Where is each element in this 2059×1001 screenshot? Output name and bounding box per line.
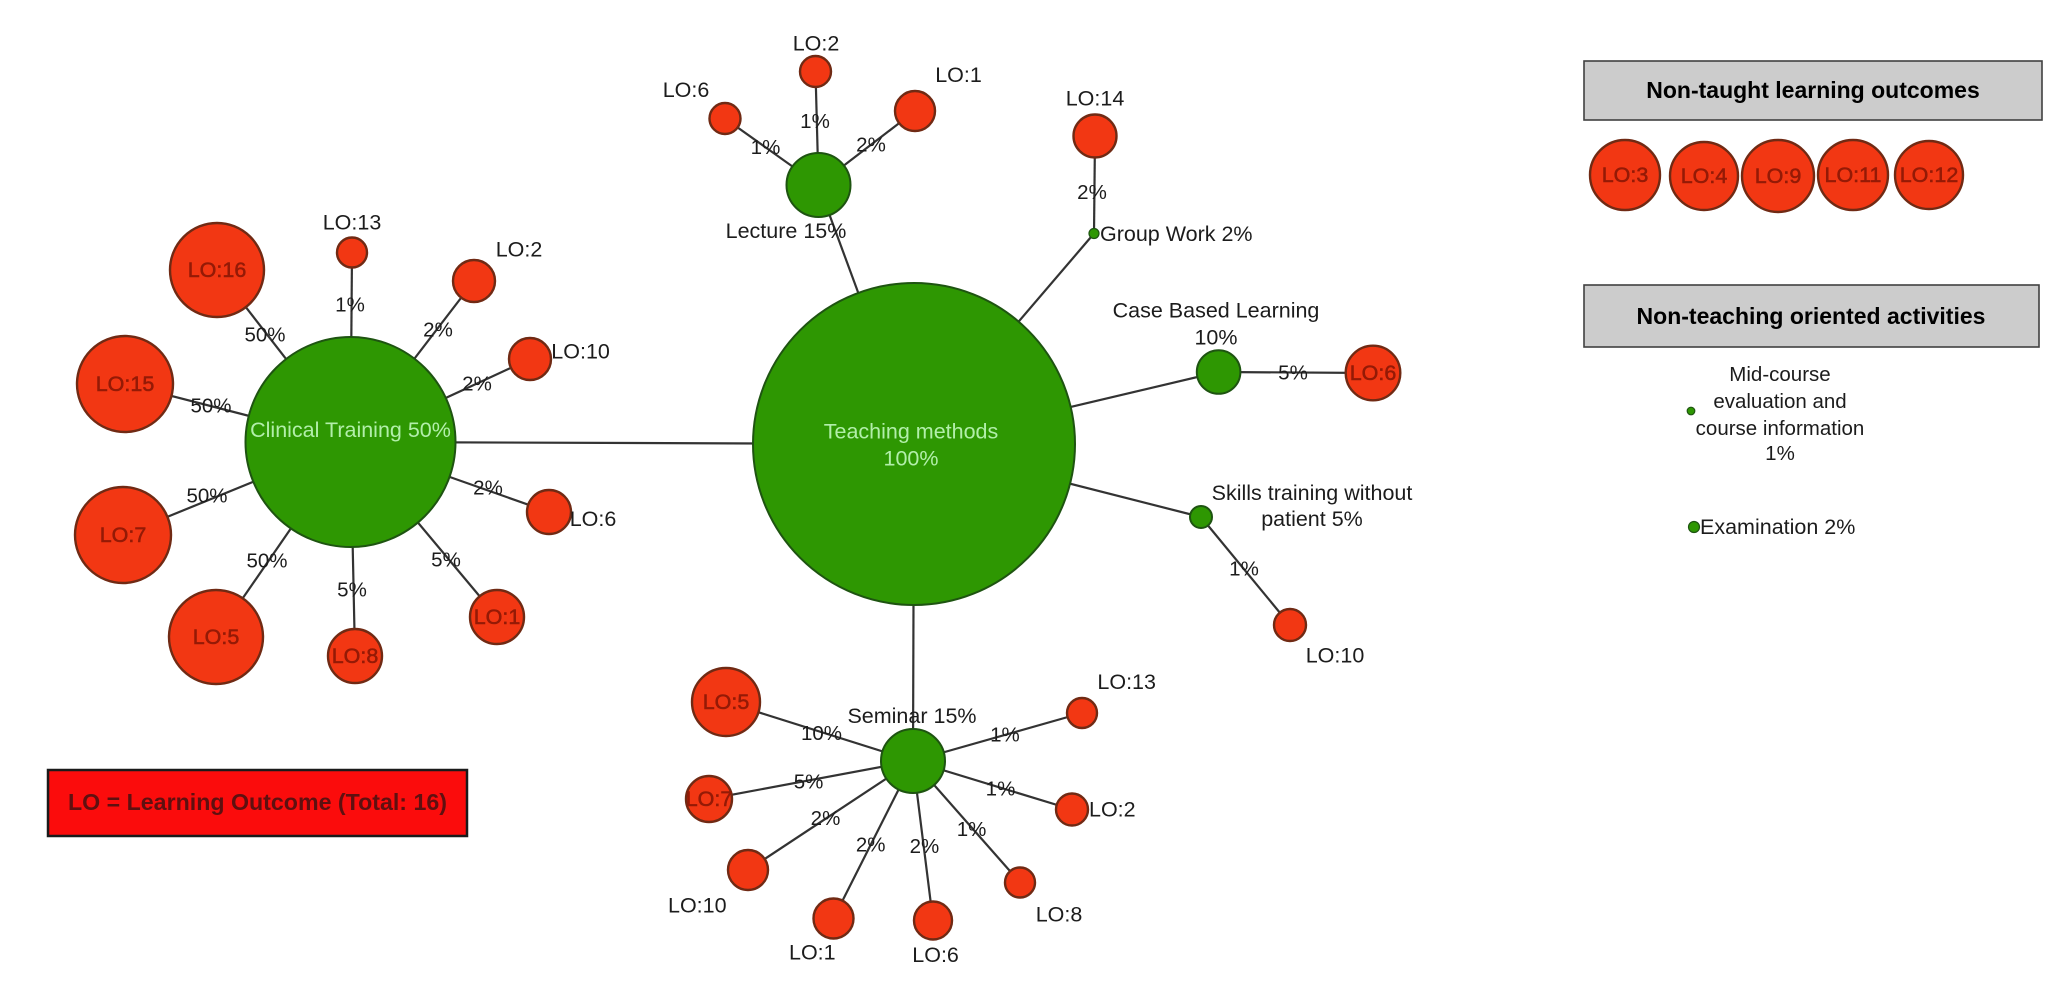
svg-text:10%: 10% <box>801 722 842 745</box>
svg-text:Teaching methods: Teaching methods <box>824 420 999 444</box>
svg-text:5%: 5% <box>431 549 461 572</box>
svg-text:LO:6: LO:6 <box>1350 361 1397 385</box>
svg-text:Non-teaching oriented activiti: Non-teaching oriented activities <box>1637 303 1986 329</box>
svg-text:10%: 10% <box>1194 326 1237 350</box>
svg-text:LO:2: LO:2 <box>1089 798 1136 822</box>
svg-text:2%: 2% <box>811 807 841 830</box>
svg-text:LO:10: LO:10 <box>1306 643 1365 667</box>
svg-text:2%: 2% <box>423 319 453 342</box>
svg-text:2%: 2% <box>1077 181 1107 204</box>
svg-text:1%: 1% <box>800 110 830 133</box>
svg-text:1%: 1% <box>1765 442 1795 465</box>
svg-text:LO:16: LO:16 <box>188 258 247 282</box>
svg-text:LO:15: LO:15 <box>96 372 155 396</box>
svg-text:5%: 5% <box>337 579 367 602</box>
svg-text:Case Based Learning: Case Based Learning <box>1113 299 1320 323</box>
svg-text:2%: 2% <box>856 834 886 857</box>
svg-text:evaluation and: evaluation and <box>1713 390 1846 413</box>
svg-text:Seminar 15%: Seminar 15% <box>847 704 976 728</box>
svg-text:1%: 1% <box>1229 558 1259 581</box>
svg-text:LO:2: LO:2 <box>496 237 543 261</box>
svg-text:Clinical Training 50%: Clinical Training 50% <box>250 418 451 442</box>
svg-text:LO:5: LO:5 <box>193 625 240 649</box>
svg-text:Non-taught learning outcomes: Non-taught learning outcomes <box>1646 77 1980 103</box>
svg-text:LO:12: LO:12 <box>1900 163 1959 187</box>
svg-text:Group Work 2%: Group Work 2% <box>1100 222 1253 246</box>
svg-text:LO:1: LO:1 <box>474 605 521 629</box>
svg-text:LO:6: LO:6 <box>663 78 710 102</box>
svg-text:LO:4: LO:4 <box>1681 164 1728 188</box>
svg-text:LO:6: LO:6 <box>570 507 617 531</box>
svg-text:LO:9: LO:9 <box>1755 164 1802 188</box>
svg-text:LO:5: LO:5 <box>703 690 750 714</box>
svg-text:1%: 1% <box>335 294 365 317</box>
svg-text:2%: 2% <box>856 134 886 157</box>
svg-text:Examination 2%: Examination 2% <box>1700 515 1855 539</box>
svg-text:1%: 1% <box>751 136 781 159</box>
svg-text:2%: 2% <box>473 477 503 500</box>
svg-text:LO:7: LO:7 <box>100 523 147 547</box>
svg-text:50%: 50% <box>244 324 285 347</box>
svg-text:1%: 1% <box>990 724 1020 747</box>
svg-text:50%: 50% <box>246 550 287 573</box>
svg-text:Mid-course: Mid-course <box>1729 363 1830 386</box>
svg-text:LO:13: LO:13 <box>1097 670 1156 694</box>
svg-text:Skills training without: Skills training without <box>1212 481 1413 505</box>
svg-text:LO:1: LO:1 <box>935 63 982 87</box>
svg-text:LO:8: LO:8 <box>332 644 379 668</box>
svg-text:2%: 2% <box>462 373 492 396</box>
svg-text:50%: 50% <box>190 395 231 418</box>
svg-text:5%: 5% <box>794 771 824 794</box>
svg-text:LO:10: LO:10 <box>668 894 727 918</box>
svg-text:LO:3: LO:3 <box>1602 163 1649 187</box>
svg-text:LO = Learning Outcome (Total:: LO = Learning Outcome (Total: 16) <box>68 789 447 815</box>
svg-text:course information: course information <box>1696 417 1865 440</box>
svg-text:patient 5%: patient 5% <box>1261 507 1363 531</box>
svg-text:1%: 1% <box>957 818 987 841</box>
svg-text:LO:11: LO:11 <box>1825 163 1882 187</box>
svg-text:LO:1: LO:1 <box>789 940 836 964</box>
svg-text:5%: 5% <box>1278 362 1308 385</box>
svg-text:Lecture 15%: Lecture 15% <box>726 219 847 243</box>
svg-text:2%: 2% <box>910 835 940 858</box>
svg-text:LO:10: LO:10 <box>551 339 610 363</box>
svg-text:50%: 50% <box>186 485 227 508</box>
svg-text:LO:13: LO:13 <box>323 211 382 235</box>
svg-text:LO:14: LO:14 <box>1066 87 1125 111</box>
svg-text:LO:8: LO:8 <box>1036 902 1083 926</box>
svg-text:LO:6: LO:6 <box>912 943 959 967</box>
svg-text:LO:7: LO:7 <box>686 787 733 811</box>
svg-text:100%: 100% <box>884 447 939 471</box>
svg-text:1%: 1% <box>986 778 1016 801</box>
svg-text:LO:2: LO:2 <box>793 32 840 56</box>
